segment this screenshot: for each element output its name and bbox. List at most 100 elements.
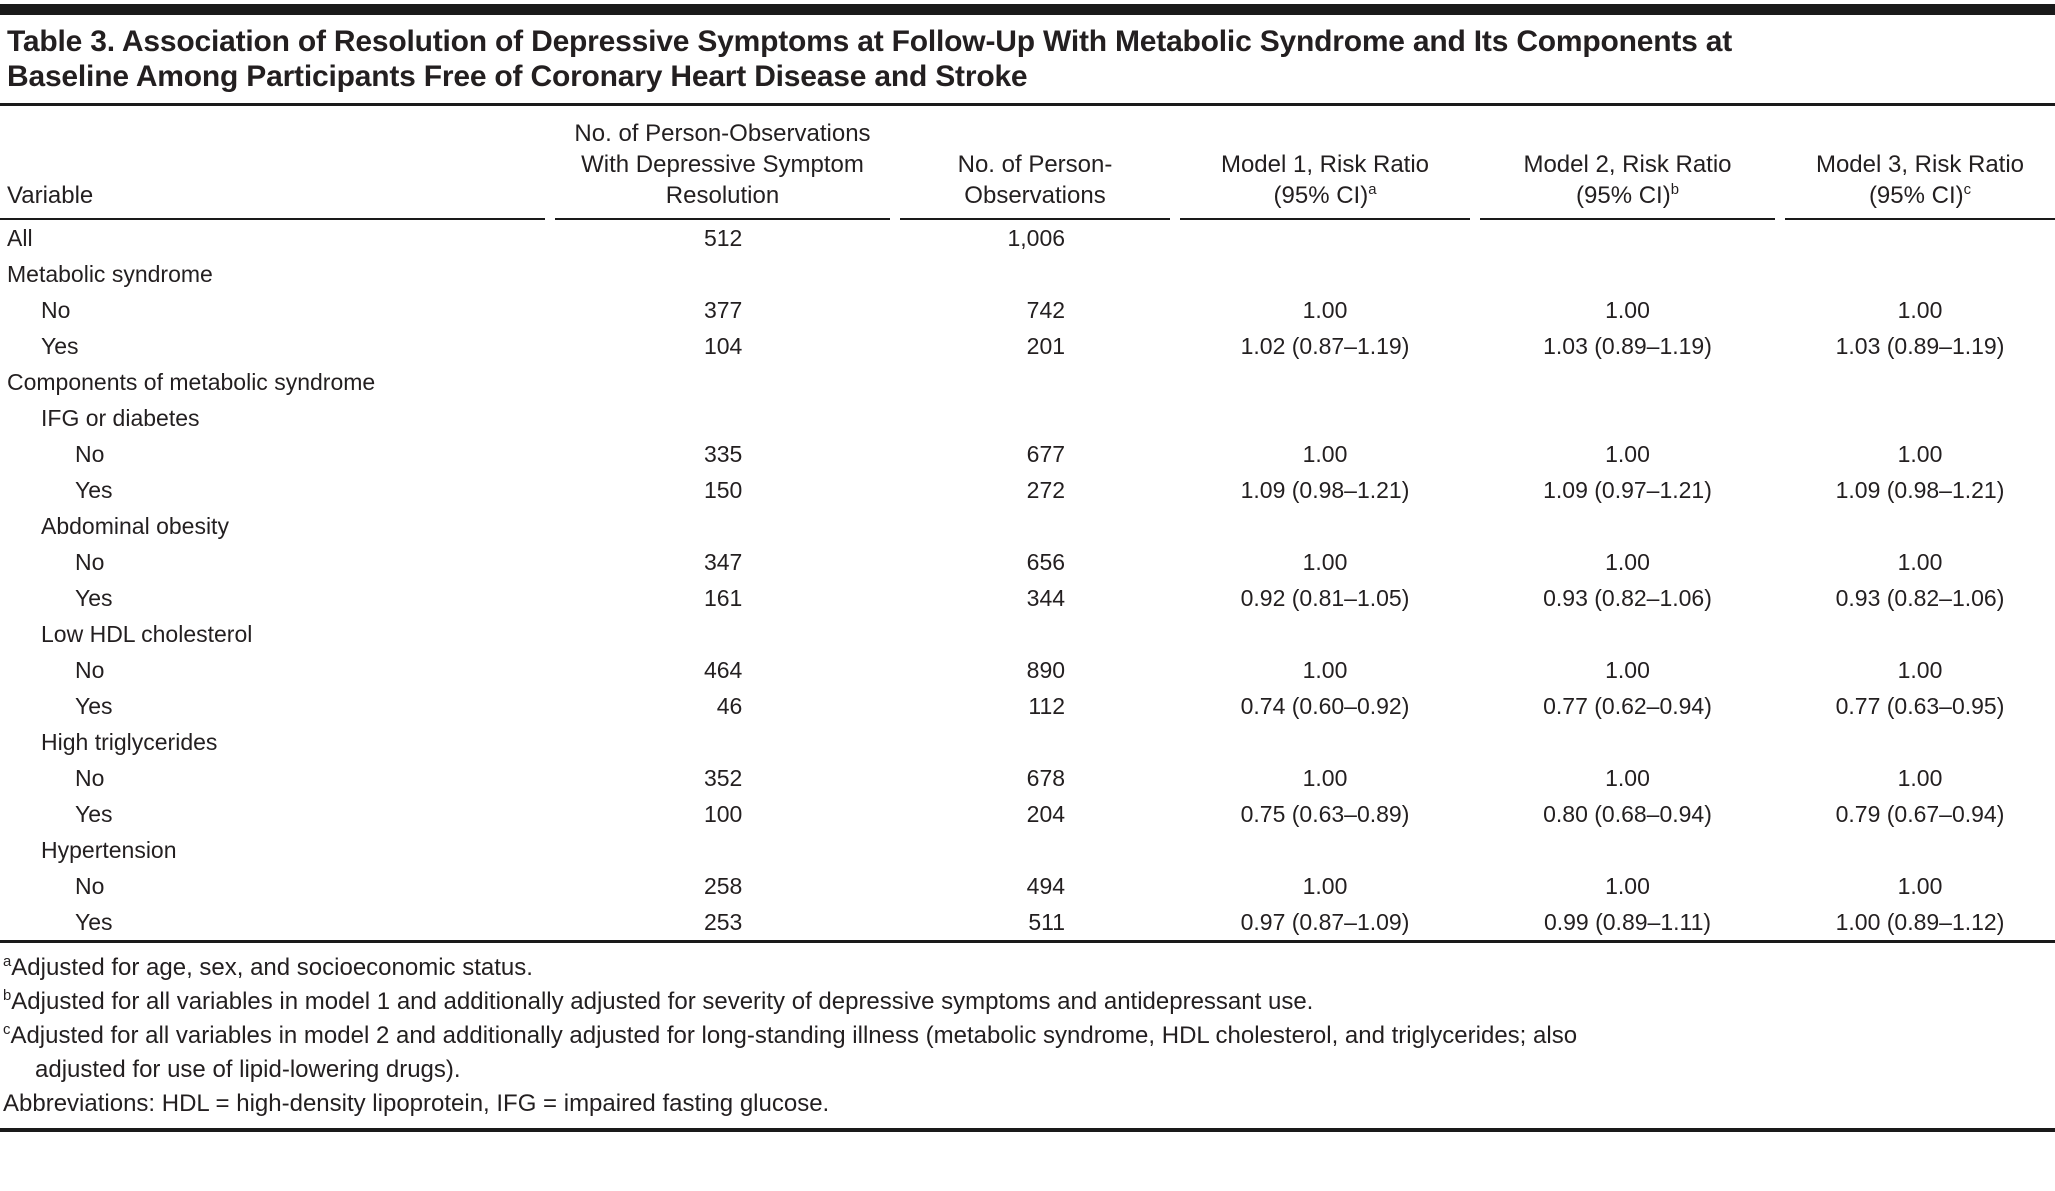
variable-cell: Hypertension — [41, 836, 177, 863]
table-title-line-2: Baseline Among Participants Free of Coro… — [7, 60, 1028, 93]
value-cell: 1.03 (0.89–1.19) — [1543, 332, 1712, 359]
value-cell — [1785, 508, 2055, 544]
value-cell: 464 — [703, 656, 743, 683]
table-row: No 377 742 1.00 1.00 1.00 — [0, 292, 2055, 328]
footnotes: aAdjusted for age, sex, and socioeconomi… — [0, 943, 2055, 1121]
value-cell — [1180, 724, 1470, 760]
value-cell: 112 — [1028, 692, 1066, 719]
paper-table-page: Table 3. Association of Resolution of De… — [0, 4, 2055, 1191]
value-cell: 1.00 — [1897, 296, 1943, 323]
value-cell: 1.00 — [1605, 440, 1650, 467]
value-cell — [555, 832, 890, 868]
variable-cell: IFG or diabetes — [41, 404, 200, 431]
value-cell: 1.00 — [1302, 440, 1348, 467]
value-cell: 0.97 (0.87–1.09) — [1240, 908, 1410, 935]
variable-cell: No — [75, 440, 105, 467]
value-cell: 104 — [703, 332, 743, 359]
title-rule — [0, 103, 2055, 106]
variable-cell: No — [75, 872, 105, 899]
value-cell: 204 — [1026, 800, 1066, 827]
value-cell: 1.00 — [1897, 656, 1943, 683]
value-cell: 0.77 (0.62–0.94) — [1543, 692, 1712, 719]
value-cell: 1.00 — [1897, 548, 1943, 575]
value-cell: 1.00 — [1302, 872, 1348, 899]
value-cell — [1180, 616, 1470, 652]
table-row: IFG or diabetes — [0, 400, 2055, 436]
value-cell: 1.00 — [1897, 872, 1943, 899]
value-cell: 1.03 (0.89–1.19) — [1835, 332, 2005, 359]
value-cell: 0.75 (0.63–0.89) — [1240, 800, 1410, 827]
value-cell — [1180, 256, 1470, 292]
value-cell — [1785, 364, 2055, 400]
value-cell: 352 — [703, 764, 743, 791]
column-header-variable: Variable — [0, 106, 545, 220]
value-cell: 1.02 (0.87–1.19) — [1240, 332, 1410, 359]
value-cell — [900, 616, 1170, 652]
footnote-a: aAdjusted for age, sex, and socioeconomi… — [3, 954, 533, 981]
variable-cell: Yes — [75, 476, 113, 503]
table-row: No 347 656 1.00 1.00 1.00 — [0, 544, 2055, 580]
table-row: No 335 677 1.00 1.00 1.00 — [0, 436, 2055, 472]
final-rule — [0, 1128, 2055, 1132]
value-cell: 0.80 (0.68–0.94) — [1543, 800, 1712, 827]
value-cell: 0.93 (0.82–1.06) — [1543, 584, 1712, 611]
value-cell: 1.09 (0.97–1.21) — [1543, 476, 1712, 503]
value-cell — [1480, 400, 1775, 436]
column-header-model2: Model 2, Risk Ratio (95% CI)b — [1480, 106, 1775, 220]
value-cell — [555, 508, 890, 544]
header-footnote-marker: a — [1368, 182, 1377, 198]
column-header-model1: Model 1, Risk Ratio (95% CI)a — [1180, 106, 1470, 220]
value-cell: 347 — [703, 548, 743, 575]
value-cell — [1480, 364, 1775, 400]
value-cell: 0.74 (0.60–0.92) — [1240, 692, 1410, 719]
variable-cell: Yes — [75, 908, 113, 935]
top-rule — [0, 4, 2055, 15]
variable-cell: Metabolic syndrome — [7, 260, 213, 287]
value-cell: 377 — [703, 296, 743, 323]
table-row: Yes 46 112 0.74 (0.60–0.92) 0.77 (0.62–0.94)… — [0, 688, 2055, 724]
value-cell: 344 — [1026, 584, 1066, 611]
footnote-b: bAdjusted for all variables in model 1 a… — [3, 988, 1314, 1015]
table-row: Yes 100 204 0.75 (0.63–0.89) 0.80 (0.68–0.94… — [0, 796, 2055, 832]
value-cell: 494 — [1026, 872, 1066, 899]
value-cell: 656 — [1026, 548, 1066, 575]
value-cell — [900, 256, 1170, 292]
results-table: Variable No. of Person-Observations With D… — [0, 106, 2055, 940]
variable-cell: No — [75, 656, 105, 683]
table-row: Yes 253 511 0.97 (0.87–1.09) 0.99 (0.89–1.11… — [0, 904, 2055, 940]
value-cell: 1.00 — [1605, 548, 1650, 575]
value-cell: 678 — [1026, 764, 1066, 791]
value-cell: 1.00 — [1302, 764, 1348, 791]
table-row: Abdominal obesity — [0, 508, 2055, 544]
value-cell: 161 — [703, 584, 743, 611]
table-header-row: Variable No. of Person-Observations With D… — [0, 106, 2055, 220]
header-footnote-marker: b — [1670, 182, 1679, 198]
value-cell: 100 — [703, 800, 743, 827]
footnote-c: cAdjusted for all variables in model 2 a… — [3, 1022, 1578, 1083]
value-cell: 1,006 — [1007, 224, 1066, 251]
table-row: Hypertension — [0, 832, 2055, 868]
value-cell: 1.00 — [1605, 872, 1650, 899]
value-cell — [1480, 508, 1775, 544]
value-cell — [1785, 400, 2055, 436]
table-wrap: Variable No. of Person-Observations With D… — [0, 106, 2055, 940]
variable-cell: Yes — [41, 332, 79, 359]
value-cell: 1.00 (0.89–1.12) — [1835, 908, 2005, 935]
value-cell — [900, 724, 1170, 760]
table-title: Table 3. Association of Resolution of De… — [0, 15, 2055, 103]
table-row: No 258 494 1.00 1.00 1.00 — [0, 868, 2055, 904]
value-cell: 46 — [716, 692, 743, 719]
value-cell — [900, 832, 1170, 868]
table-row: No 352 678 1.00 1.00 1.00 — [0, 760, 2055, 796]
value-cell — [900, 364, 1170, 400]
value-cell: 0.93 (0.82–1.06) — [1835, 584, 2005, 611]
value-cell — [1180, 364, 1470, 400]
value-cell — [1480, 832, 1775, 868]
variable-cell: No — [75, 548, 105, 575]
variable-cell: Abdominal obesity — [41, 512, 229, 539]
value-cell: 0.99 (0.89–1.11) — [1543, 908, 1712, 935]
value-cell — [1180, 832, 1470, 868]
value-cell — [1180, 400, 1470, 436]
table-row: Yes 161 344 0.92 (0.81–1.05) 0.93 (0.82–1.06… — [0, 580, 2055, 616]
value-cell: 512 — [703, 224, 743, 251]
